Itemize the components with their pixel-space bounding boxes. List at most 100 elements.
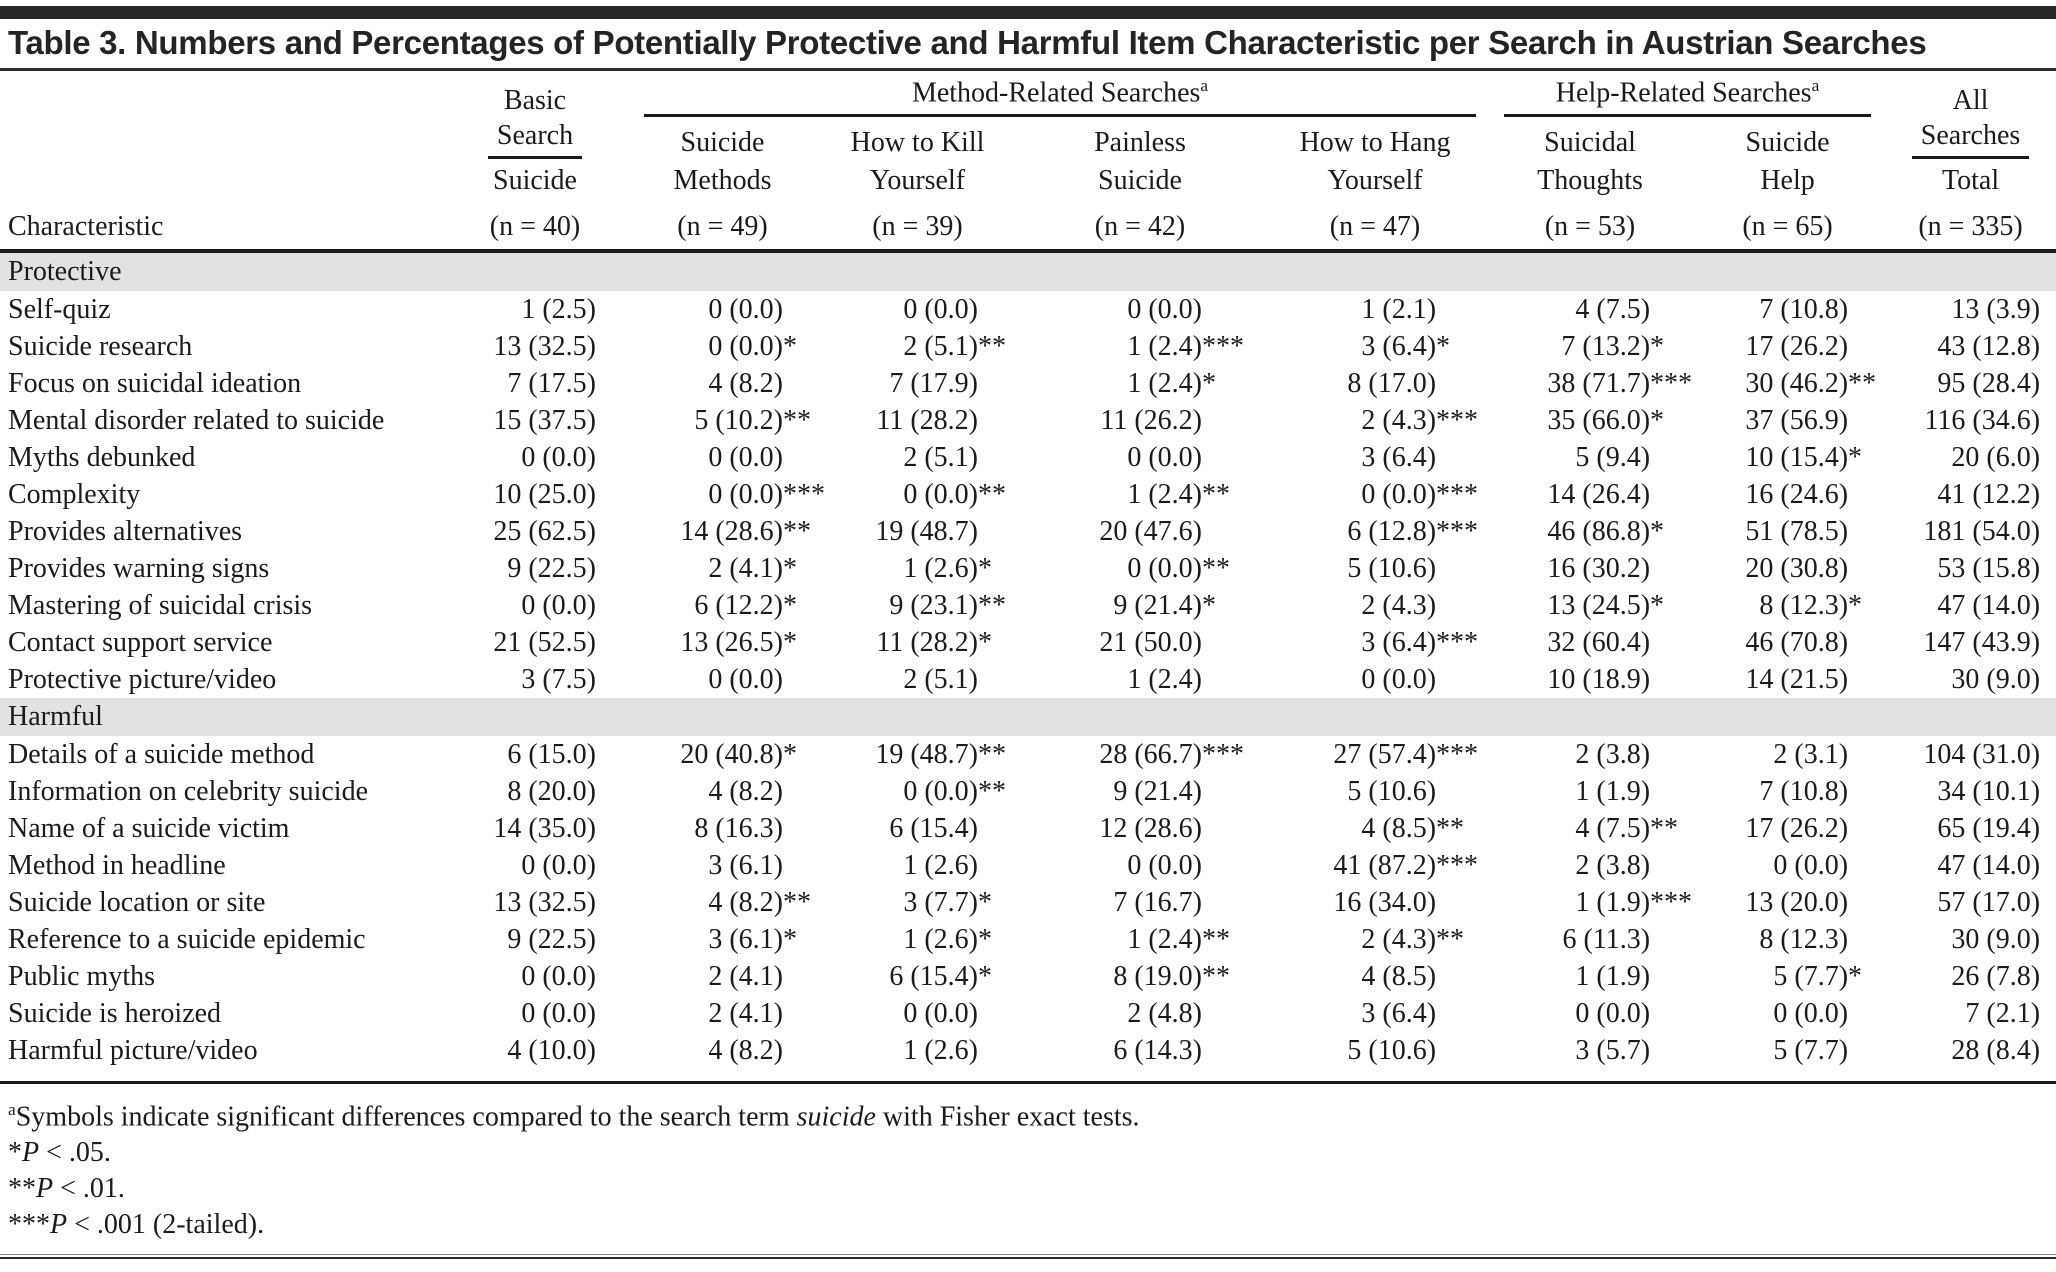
cell-value: 3 (7.5) [521, 663, 596, 695]
value-cell: 0 (0.0)*** [708, 478, 825, 510]
value-cell: 2 (3.1) [1690, 736, 1885, 773]
cell-value: 0 (0.0) [708, 663, 783, 695]
value-cell: 2 (4.1) [630, 958, 815, 995]
value-cell: 8 (12.3) [1690, 921, 1885, 958]
cell-value: 28 (8.4) [1951, 1034, 2041, 1066]
cell-value: 1 (2.6) [903, 849, 978, 881]
value-cell: 65 (19.4) [1885, 810, 2056, 847]
footnote-a-mark: a [8, 1100, 16, 1119]
cell-value: 5 (9.4) [1575, 441, 1651, 473]
cell-value: 104 (31.0) [1923, 738, 2041, 770]
cell-value: 0 (0.0) [1361, 478, 1437, 510]
cell-value: 1 (2.6) [903, 1034, 978, 1066]
header-col-how-to-hang-line1: How to Hang [1260, 117, 1490, 159]
header-col-suicide-methods-line1: Suicide [630, 117, 815, 159]
cell-value: 9 (21.4) [1113, 775, 1202, 807]
cell-value: 30 (46.2) [1745, 367, 1849, 399]
header-col-how-to-kill-line2: Yourself [815, 159, 1020, 197]
cell-value: 16 (34.0) [1333, 886, 1437, 918]
value-cell: 5 (9.4) [1490, 439, 1690, 476]
cell-value: 0 (0.0) [903, 997, 978, 1029]
value-cell: 51 (78.5) [1690, 513, 1885, 550]
table-header: Basic Method-Related Searchesa Help-Rela… [0, 71, 2056, 253]
cell-value: 30 (9.0) [1951, 923, 2041, 955]
value-cell: 16 (34.0) [1260, 884, 1490, 921]
cell-value: 0 (0.0) [521, 441, 596, 473]
value-cell: 3 (6.4) [1260, 995, 1490, 1032]
footnote-p: P [22, 1137, 40, 1169]
row-label: Mental disorder related to suicide [8, 404, 385, 436]
value-cell: 17 (26.2) [1690, 328, 1885, 365]
row-label: Method in headline [8, 849, 226, 881]
cell-value: 1 (2.6) [903, 923, 978, 955]
value-cell: 0 (0.0)*** [1361, 478, 1479, 510]
cell-value: 53 (15.8) [1937, 552, 2041, 584]
value-cell: 13 (24.5)* [1547, 589, 1665, 621]
table-row: Name of a suicide victim 14 (35.0) 8 (16.3… [0, 810, 2056, 847]
footnote-p: P [50, 1209, 68, 1241]
cell-value: 0 (0.0) [1773, 849, 1849, 881]
footnote-p05: *P < .05. [8, 1135, 2048, 1171]
n-label: (n = 40) [440, 197, 630, 253]
header-col-suicide-help-line2: Help [1690, 159, 1885, 197]
value-cell: 9 (21.4)* [1113, 589, 1216, 621]
value-cell: 20 (40.8)* [680, 738, 797, 770]
row-label: Information on celebrity suicide [8, 775, 368, 807]
value-cell: 116 (34.6) [1885, 402, 2056, 439]
header-col-total: Total [1885, 159, 2056, 197]
cell-value: 95 (28.4) [1937, 367, 2041, 399]
row-label: Suicide research [8, 330, 193, 362]
value-cell: 14 (26.4) [1490, 476, 1690, 513]
cell-value: 181 (54.0) [1923, 515, 2041, 547]
cell-value: 13 (32.5) [493, 886, 596, 918]
cell-value: 2 (4.1) [708, 960, 783, 992]
section-row: Protective [0, 251, 2056, 291]
cell-value: 15 (37.5) [493, 404, 596, 436]
row-label: Provides alternatives [8, 515, 243, 547]
col-label: How to Kill [850, 127, 985, 158]
cell-value: 0 (0.0) [521, 849, 596, 881]
value-cell: 14 (35.0) [440, 810, 630, 847]
value-cell: 3 (5.7) [1490, 1032, 1690, 1069]
value-cell: 9 (22.5) [440, 550, 630, 587]
value-cell: 13 (32.5) [440, 884, 630, 921]
value-cell: 0 (0.0) [1490, 995, 1690, 1032]
value-cell: 37 (56.9) [1690, 402, 1885, 439]
value-cell: 7 (17.5) [440, 365, 630, 402]
value-cell: 7 (2.1) [1885, 995, 2056, 1032]
value-cell: 2 (5.1) [815, 661, 1020, 698]
cell-value: 3 (6.4) [1361, 441, 1437, 473]
cell-value: 20 (40.8) [680, 738, 783, 770]
cell-value: 4 (8.2) [708, 886, 783, 918]
n-label: (n = 53) [1490, 197, 1691, 253]
cell-value: 4 (7.5) [1575, 812, 1651, 844]
cell-value: 46 (86.8) [1547, 515, 1651, 547]
section-header-harmful: Harmful [0, 698, 2056, 736]
value-cell: 14 (28.6)** [680, 515, 811, 547]
cell-value: 1 (2.4) [1127, 663, 1202, 695]
table-row: Information on celebrity suicide 8 (20.0)… [0, 773, 2056, 810]
cell-value: 6 (14.3) [1113, 1034, 1202, 1066]
cell-value: 1 (1.9) [1575, 775, 1651, 807]
value-cell: 21 (50.0) [1020, 624, 1260, 661]
help-group-box: Help-Related Searchesa [1504, 75, 1872, 117]
value-cell: 147 (43.9) [1885, 624, 2056, 661]
cell-value: 0 (0.0) [708, 478, 783, 510]
value-cell: 11 (28.2) [815, 402, 1020, 439]
value-cell: 32 (60.4) [1490, 624, 1690, 661]
table-row: Reference to a suicide epidemic 9 (22.5) 3… [0, 921, 2056, 958]
col-label: Suicide [1098, 165, 1182, 196]
value-cell: 11 (28.2)* [876, 626, 992, 658]
cell-value: 30 (9.0) [1951, 663, 2041, 695]
help-group-footnote-mark: a [1811, 75, 1820, 95]
cell-value: 0 (0.0) [903, 478, 978, 510]
value-cell: 1 (2.4)** [1127, 478, 1230, 510]
value-cell: 28 (66.7)*** [1099, 738, 1244, 770]
footnote-a: aSymbols indicate significant difference… [8, 1092, 2048, 1135]
value-cell: 0 (0.0) [1020, 439, 1260, 476]
cell-value: 0 (0.0) [708, 441, 783, 473]
value-cell: 26 (7.8) [1885, 958, 2056, 995]
cell-value: 25 (62.5) [493, 515, 596, 547]
row-label: Mastering of suicidal crisis [8, 589, 313, 621]
col-label: Total [1941, 165, 2000, 196]
